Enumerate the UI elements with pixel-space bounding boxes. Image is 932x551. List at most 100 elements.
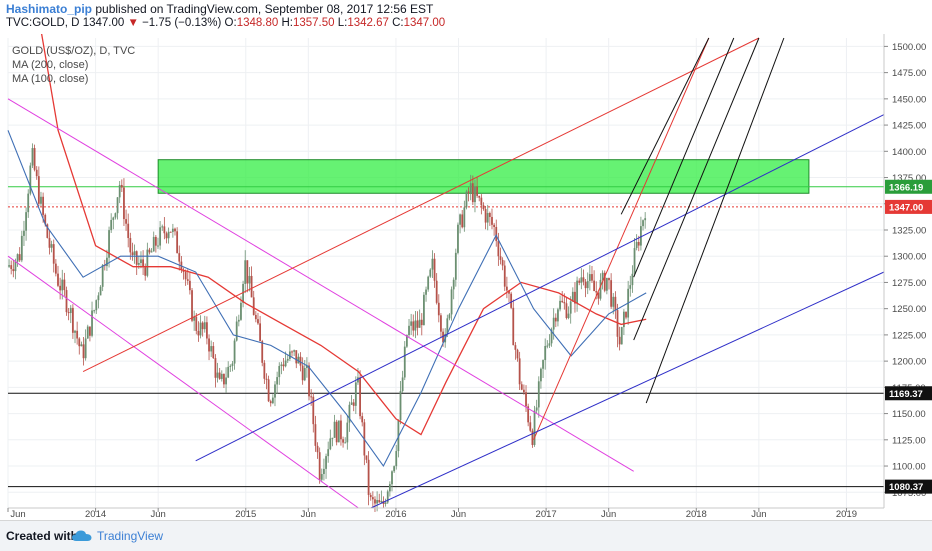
candle-body [554, 317, 557, 322]
candle [323, 458, 325, 481]
candle [229, 364, 232, 372]
candle-body [80, 344, 83, 347]
candle [401, 370, 404, 393]
candle-body [52, 244, 55, 264]
candle [250, 266, 253, 298]
time-tick-label: Jun [601, 509, 616, 520]
candle-body [312, 396, 315, 425]
candle [135, 250, 138, 275]
tradingview-link[interactable]: TradingView [97, 529, 164, 543]
candle [29, 162, 32, 196]
open-label: O: [224, 17, 237, 29]
moving-averages [7, 34, 647, 468]
time-tick-label: 2015 [235, 509, 256, 520]
candle [354, 376, 357, 414]
candle-body [446, 318, 449, 334]
candle-body [91, 310, 93, 336]
price-chart[interactable]: 1075.001100.001125.001150.001175.001200.… [0, 34, 932, 520]
candle-body [35, 169, 38, 177]
time-tick-label: Jun [151, 509, 166, 520]
publish-line: Hashimato_pip published on TradingView.c… [6, 2, 433, 16]
candle [365, 455, 368, 464]
candle-body [146, 249, 149, 276]
candle [433, 253, 436, 288]
candle-body [620, 327, 623, 345]
candle [548, 334, 551, 348]
candle-body [116, 197, 119, 214]
candle [165, 231, 168, 244]
candle-body [512, 307, 515, 346]
candle-body [150, 251, 153, 253]
tradingview-cloud-icon [72, 530, 92, 541]
candle [293, 349, 296, 356]
candle-body [191, 290, 193, 321]
candle-body [565, 303, 568, 319]
candle-body [563, 302, 566, 304]
candle [157, 237, 159, 249]
candle-body [540, 368, 542, 382]
legend-symbol: GOLD (US$/OZ), D, TVC [12, 45, 136, 57]
candle [505, 276, 508, 299]
candle [418, 309, 421, 328]
price-label-text: 1366.19 [889, 182, 923, 193]
candle [469, 174, 472, 201]
candle [74, 329, 76, 344]
author-link[interactable]: Hashimato_pip [6, 2, 93, 16]
chart-legend: GOLD (US$/OZ), D, TVC MA (200, close) MA… [12, 44, 135, 86]
candle [76, 321, 79, 345]
candle-body [463, 207, 466, 228]
candle-body [244, 260, 247, 284]
candle [635, 234, 638, 251]
blue-channel-upper [195, 114, 885, 462]
candle-body [252, 297, 255, 315]
candle-body [557, 309, 559, 322]
candle [584, 279, 587, 298]
candle-body [235, 321, 238, 341]
candle-body [223, 373, 225, 385]
candle-body [384, 502, 387, 504]
candle-body [629, 285, 632, 289]
candle [437, 294, 440, 323]
candle [335, 419, 338, 446]
candle-body [497, 241, 500, 257]
candle [544, 338, 547, 370]
candle-body [82, 344, 85, 359]
candle [591, 266, 593, 284]
candle-body [33, 148, 36, 170]
resistance-zone [157, 159, 810, 194]
candle-body [544, 346, 547, 361]
candle [246, 260, 249, 293]
candle [593, 270, 596, 292]
candle [93, 309, 96, 314]
price-label-badge [885, 479, 932, 494]
candle-body [582, 277, 585, 282]
candle-body [357, 377, 359, 383]
candle-body [637, 241, 640, 246]
candle-body [423, 294, 425, 326]
candle [342, 436, 344, 448]
candle [386, 489, 389, 505]
candle-body [437, 302, 440, 316]
candle [393, 465, 396, 473]
candle [569, 296, 572, 324]
candle [374, 496, 376, 512]
legend-ma100: MA (100, close) [12, 73, 89, 85]
candle-body [486, 213, 489, 223]
candle [18, 247, 21, 262]
candle-body [346, 422, 349, 443]
candle [188, 272, 191, 295]
candle-body [171, 228, 174, 232]
candle [89, 326, 91, 342]
candle-body [210, 346, 213, 352]
candle [329, 429, 332, 451]
candle [142, 250, 144, 275]
candle [554, 313, 557, 328]
candle [516, 348, 519, 362]
candle [620, 326, 623, 345]
candle-body [533, 410, 536, 445]
footer-bar: Created with TradingView [0, 520, 932, 551]
candle [454, 248, 457, 287]
candle-body [297, 356, 300, 364]
candle-body [491, 216, 493, 225]
candle [640, 216, 642, 251]
